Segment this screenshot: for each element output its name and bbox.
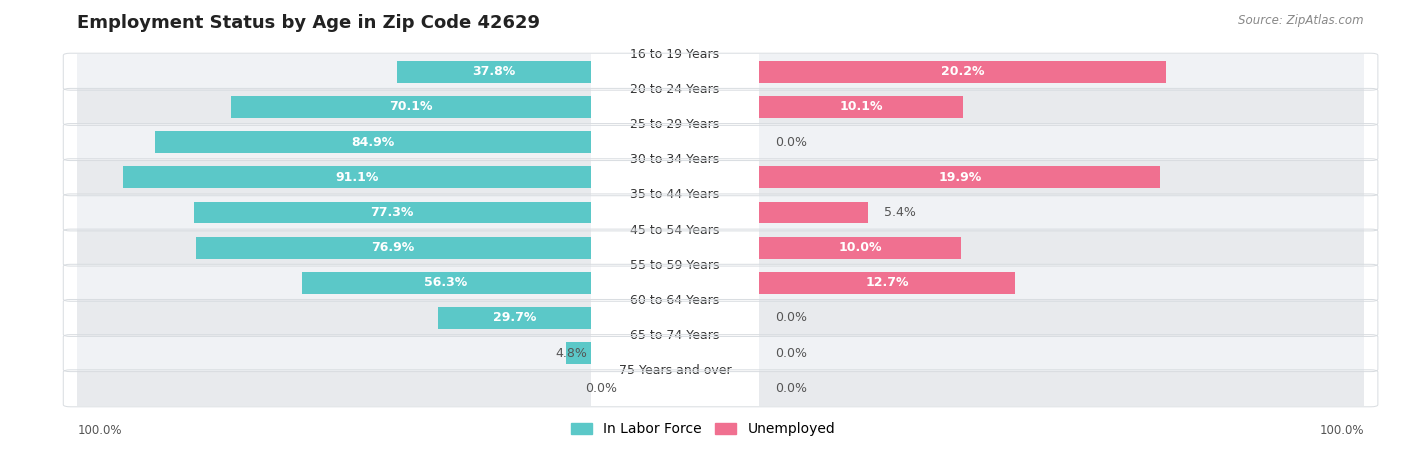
Text: Employment Status by Age in Zip Code 42629: Employment Status by Age in Zip Code 426… [77,14,540,32]
Text: 0.0%: 0.0% [775,347,807,359]
Text: 75 Years and over: 75 Years and over [619,364,731,377]
FancyBboxPatch shape [759,124,1364,160]
Bar [439,307,591,329]
Text: 65 to 74 Years: 65 to 74 Years [630,329,720,342]
FancyBboxPatch shape [77,54,591,89]
FancyBboxPatch shape [77,195,591,230]
Text: 56.3%: 56.3% [425,276,468,289]
Bar [195,237,591,258]
Text: 5.4%: 5.4% [884,206,917,219]
Text: 25 to 29 Years: 25 to 29 Years [630,118,720,131]
Text: 29.7%: 29.7% [492,312,536,324]
FancyBboxPatch shape [77,160,591,195]
Bar [759,237,960,258]
FancyBboxPatch shape [759,54,1364,89]
Text: 91.1%: 91.1% [335,171,378,184]
Text: 100.0%: 100.0% [1319,424,1364,437]
Text: 0.0%: 0.0% [775,382,807,395]
Bar [565,342,591,364]
FancyBboxPatch shape [759,371,1364,406]
Text: 4.8%: 4.8% [555,347,588,359]
Legend: In Labor Force, Unemployed: In Labor Force, Unemployed [565,417,841,442]
Text: 55 to 59 Years: 55 to 59 Years [630,259,720,272]
Text: 12.7%: 12.7% [866,276,908,289]
Text: 20 to 24 Years: 20 to 24 Years [630,83,720,96]
Bar [194,202,591,223]
FancyBboxPatch shape [77,265,591,300]
Text: 70.1%: 70.1% [389,101,433,113]
FancyBboxPatch shape [77,336,591,371]
FancyBboxPatch shape [77,230,591,265]
Text: 10.1%: 10.1% [839,101,883,113]
Text: 19.9%: 19.9% [938,171,981,184]
Bar [759,61,1167,83]
Text: 45 to 54 Years: 45 to 54 Years [630,224,720,236]
FancyBboxPatch shape [77,89,591,124]
Text: 35 to 44 Years: 35 to 44 Years [630,189,720,201]
FancyBboxPatch shape [759,230,1364,265]
FancyBboxPatch shape [759,160,1364,195]
Text: 10.0%: 10.0% [838,241,882,254]
FancyBboxPatch shape [759,265,1364,300]
Bar [759,202,868,223]
Text: 37.8%: 37.8% [472,65,515,78]
Bar [231,96,591,118]
Text: 20.2%: 20.2% [941,65,984,78]
FancyBboxPatch shape [759,336,1364,371]
FancyBboxPatch shape [759,300,1364,336]
Text: 0.0%: 0.0% [585,382,617,395]
Text: 0.0%: 0.0% [775,312,807,324]
Bar [759,166,1160,188]
Text: 60 to 64 Years: 60 to 64 Years [630,294,720,307]
FancyBboxPatch shape [759,89,1364,124]
Text: 100.0%: 100.0% [77,424,122,437]
Text: 30 to 34 Years: 30 to 34 Years [630,153,720,166]
Text: 77.3%: 77.3% [371,206,413,219]
Bar [759,272,1015,294]
Bar [396,61,591,83]
FancyBboxPatch shape [77,300,591,336]
Text: 16 to 19 Years: 16 to 19 Years [630,48,720,60]
Text: Source: ZipAtlas.com: Source: ZipAtlas.com [1239,14,1364,27]
Bar [122,166,591,188]
FancyBboxPatch shape [77,371,591,406]
Text: 76.9%: 76.9% [371,241,415,254]
Text: 0.0%: 0.0% [775,136,807,148]
Text: 84.9%: 84.9% [352,136,394,148]
FancyBboxPatch shape [77,124,591,160]
Bar [155,131,591,153]
Bar [759,96,963,118]
Bar [302,272,591,294]
FancyBboxPatch shape [759,195,1364,230]
